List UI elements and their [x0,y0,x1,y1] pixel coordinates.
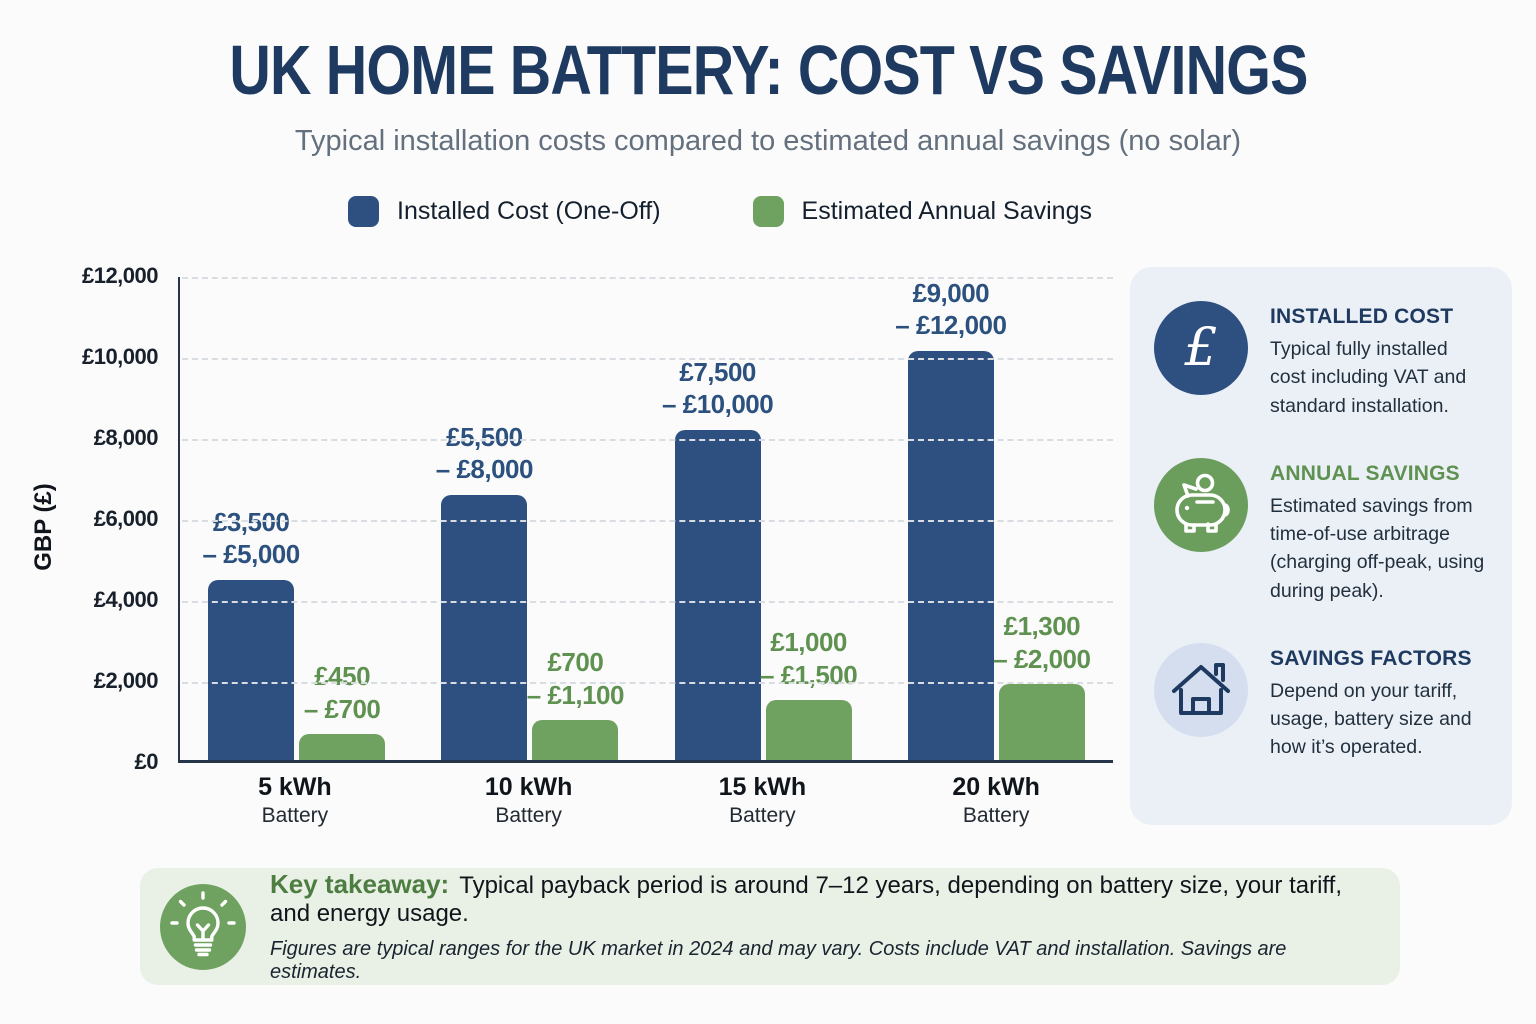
sidebar-item-body: Estimated savings from time-of-use arbit… [1270,494,1485,602]
x-category-label: 15 kWh Battery [718,773,807,827]
gridline [182,601,1113,603]
sidebar-item-title: ANNUAL SAVINGS [1270,461,1460,485]
bar-range-label: £9,000– £12,000 [895,277,1007,341]
bar-group: £9,000– £12,000 £1,300– £2,000 [880,277,1113,760]
sidebar-item-installed-cost: £ INSTALLED COST Typical fully installed… [1154,301,1486,420]
annual-savings-swatch [752,196,784,227]
page-title: UK HOME BATTERY: COST VS SAVINGS [228,31,1308,109]
piggy-bank-icon [1154,457,1248,552]
bar-groups: £3,500– £5,000 £450– £700 £5,500– £8,000 £7… [180,277,1113,760]
plot-area: £3,500– £5,000 £450– £700 £5,500– £8,000 £7… [178,277,1113,763]
y-tick-label: £10,000 [81,344,159,369]
gridline [182,358,1113,360]
sidebar-item-annual-savings: ANNUAL SAVINGS Estimated savings from ti… [1154,457,1486,605]
key-takeaway-box: Key takeaway: Typical payback period is a… [140,868,1400,985]
gridline [182,520,1113,522]
bar-range-label: £700– £1,100 [526,647,625,710]
pound-icon: £ [1154,301,1248,395]
annual-savings-bar [299,734,386,760]
installed-cost-bar [907,350,994,760]
bar-group: £3,500– £5,000 £450– £700 [180,277,413,760]
y-tick-label: £0 [134,749,159,774]
bar-range-label: £1,300– £2,000 [993,611,1091,674]
svg-text:£: £ [1183,318,1217,378]
bar-range-label: £7,500– £10,000 [662,356,774,420]
bar-group: £5,500– £8,000 £700– £1,100 [413,277,646,760]
bar-chart: GBP (£) £0 £2,000 £4,000 £6,000 £8,000 £10,00… [0,263,1130,868]
y-tick-label: £2,000 [93,668,159,693]
gridline [182,439,1113,441]
info-sidebar: £ INSTALLED COST Typical fully installed… [1130,267,1512,825]
x-category-label: 20 kWh Battery [952,773,1040,827]
installed-cost-bar [208,579,295,760]
sidebar-item-body: Typical fully installed cost including V… [1270,338,1467,417]
gridline [182,682,1113,684]
y-tick-label: £4,000 [93,587,159,612]
key-takeaway-text: Typical payback period is around 7–12 ye… [270,872,1342,927]
sidebar-item-title: SAVINGS FACTORS [1270,646,1472,670]
gridline [182,277,1113,279]
installed-cost-swatch [348,196,379,227]
annual-savings-bar [532,720,619,760]
annual-savings-bar [998,684,1085,760]
house-icon [1154,642,1248,737]
page-subtitle: Typical installation costs compared to e… [294,125,1242,157]
x-category-label: 10 kWh Battery [484,773,573,827]
sidebar-item-body: Depend on your tariff, usage, battery si… [1270,679,1472,759]
annual-savings-bar [765,700,852,760]
sidebar-item-title: INSTALLED COST [1270,305,1454,328]
legend-item-annual-savings: Estimated Annual Savings [752,196,1092,227]
bar-group: £7,500– £10,000 £1,000– £1,500 [647,277,880,760]
bar-range-label: £450– £700 [303,661,381,724]
lightbulb-icon [160,883,246,970]
fine-print: Figures are typical ranges for the UK ma… [270,938,1287,983]
bar-range-label: £3,500– £5,000 [202,506,301,570]
y-tick-label: £6,000 [93,506,159,531]
x-category-label: 5 kWh Battery [258,773,332,827]
legend-item-installed-cost: Installed Cost (One-Off) [348,196,661,227]
installed-cost-bar [674,429,761,760]
y-tick-label: £8,000 [93,425,159,450]
y-tick-label: £12,000 [81,263,159,288]
sidebar-item-savings-factors: SAVINGS FACTORS Depend on your tariff, u… [1154,642,1486,762]
legend-label: Estimated Annual Savings [801,197,1092,225]
bar-range-label: £1,000– £1,500 [760,627,858,690]
key-takeaway-line: Key takeaway: Typical payback period is a… [270,869,1370,928]
bar-range-label: £5,500– £8,000 [435,421,534,485]
legend-label: Installed Cost (One-Off) [397,197,661,225]
y-axis-ticks: £0 £2,000 £4,000 £6,000 £8,000 £10,000 £12,000 [0,263,168,774]
chart-legend: Installed Cost (One-Off) Estimated Annua… [0,196,1440,227]
key-takeaway-label: Key takeaway: [270,869,450,899]
x-axis-labels: 5 kWh Battery 10 kWh Battery 15 kWh Battery 20… [178,773,1113,828]
installed-cost-bar [441,494,528,760]
